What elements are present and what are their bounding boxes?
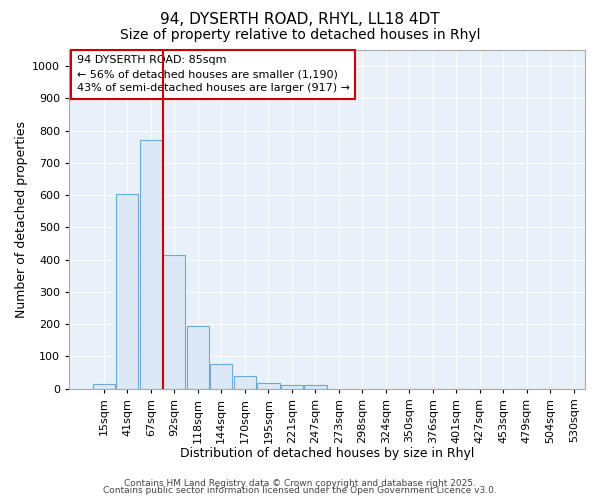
Bar [233,376,256,388]
Bar [187,326,209,388]
X-axis label: Distribution of detached houses by size in Rhyl: Distribution of detached houses by size … [180,447,474,460]
Y-axis label: Number of detached properties: Number of detached properties [15,121,28,318]
Text: 94, DYSERTH ROAD, RHYL, LL18 4DT: 94, DYSERTH ROAD, RHYL, LL18 4DT [160,12,440,28]
Bar [92,384,115,388]
Text: Size of property relative to detached houses in Rhyl: Size of property relative to detached ho… [120,28,480,42]
Bar [140,140,162,388]
Bar [304,385,326,388]
Bar [281,385,303,388]
Text: 94 DYSERTH ROAD: 85sqm
← 56% of detached houses are smaller (1,190)
43% of semi-: 94 DYSERTH ROAD: 85sqm ← 56% of detached… [77,55,350,93]
Text: Contains public sector information licensed under the Open Government Licence v3: Contains public sector information licen… [103,486,497,495]
Bar [116,194,139,388]
Bar [257,383,280,388]
Bar [163,255,185,388]
Bar [210,364,232,388]
Text: Contains HM Land Registry data © Crown copyright and database right 2025.: Contains HM Land Registry data © Crown c… [124,478,476,488]
